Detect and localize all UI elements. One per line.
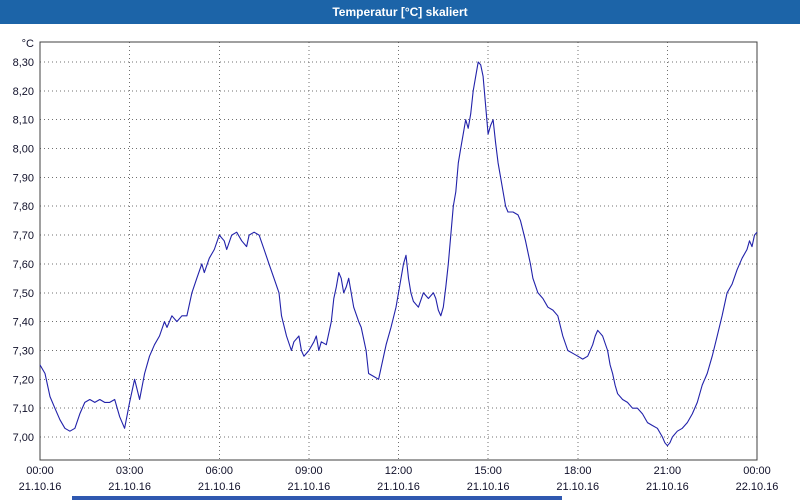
x-tick-date-label: 21.10.16 <box>198 481 241 493</box>
x-tick-time-label: 21:00 <box>654 465 682 477</box>
window-title: Temperatur [°C] skaliert <box>332 5 468 19</box>
y-tick-label: 7,00 <box>13 432 34 444</box>
x-tick-date-label: 21.10.16 <box>556 481 599 493</box>
x-tick-date-label: 21.10.16 <box>646 481 689 493</box>
x-tick-date-label: 22.10.16 <box>736 481 779 493</box>
x-tick-date-label: 21.10.16 <box>287 481 330 493</box>
y-axis-unit-label: °C <box>22 38 34 50</box>
y-tick-label: 7,90 <box>13 172 34 184</box>
x-tick-time-label: 03:00 <box>116 465 144 477</box>
y-tick-label: 7,10 <box>13 403 34 415</box>
x-tick-time-label: 06:00 <box>205 465 233 477</box>
x-tick-time-label: 09:00 <box>295 465 323 477</box>
x-tick-time-label: 00:00 <box>26 465 54 477</box>
temperature-series-line <box>39 61 758 447</box>
x-tick-date-label: 21.10.16 <box>467 481 510 493</box>
plot-area <box>40 42 757 460</box>
y-tick-label: 8,30 <box>13 57 34 69</box>
y-tick-label: 8,20 <box>13 86 34 98</box>
x-tick-date-label: 21.10.16 <box>108 481 151 493</box>
y-tick-label: 7,50 <box>13 288 34 300</box>
y-tick-label: 7,20 <box>13 374 34 386</box>
x-tick-time-label: 15:00 <box>474 465 502 477</box>
y-tick-label: 8,00 <box>13 144 34 156</box>
x-tick-date-label: 21.10.16 <box>19 481 62 493</box>
y-tick-label: 7,60 <box>13 259 34 271</box>
y-tick-label: 7,80 <box>13 201 34 213</box>
y-tick-label: 7,70 <box>13 230 34 242</box>
x-tick-time-label: 18:00 <box>564 465 592 477</box>
x-tick-date-label: 21.10.16 <box>377 481 420 493</box>
y-tick-label: 7,30 <box>13 345 34 357</box>
horizontal-scrollbar-fragment[interactable] <box>72 496 562 500</box>
x-tick-time-label: 12:00 <box>385 465 413 477</box>
window-titlebar[interactable]: Temperatur [°C] skaliert <box>0 0 800 24</box>
y-tick-label: 8,10 <box>13 115 34 127</box>
plot-border <box>39 41 758 461</box>
x-tick-time-label: 00:00 <box>743 465 771 477</box>
y-tick-label: 7,40 <box>13 317 34 329</box>
